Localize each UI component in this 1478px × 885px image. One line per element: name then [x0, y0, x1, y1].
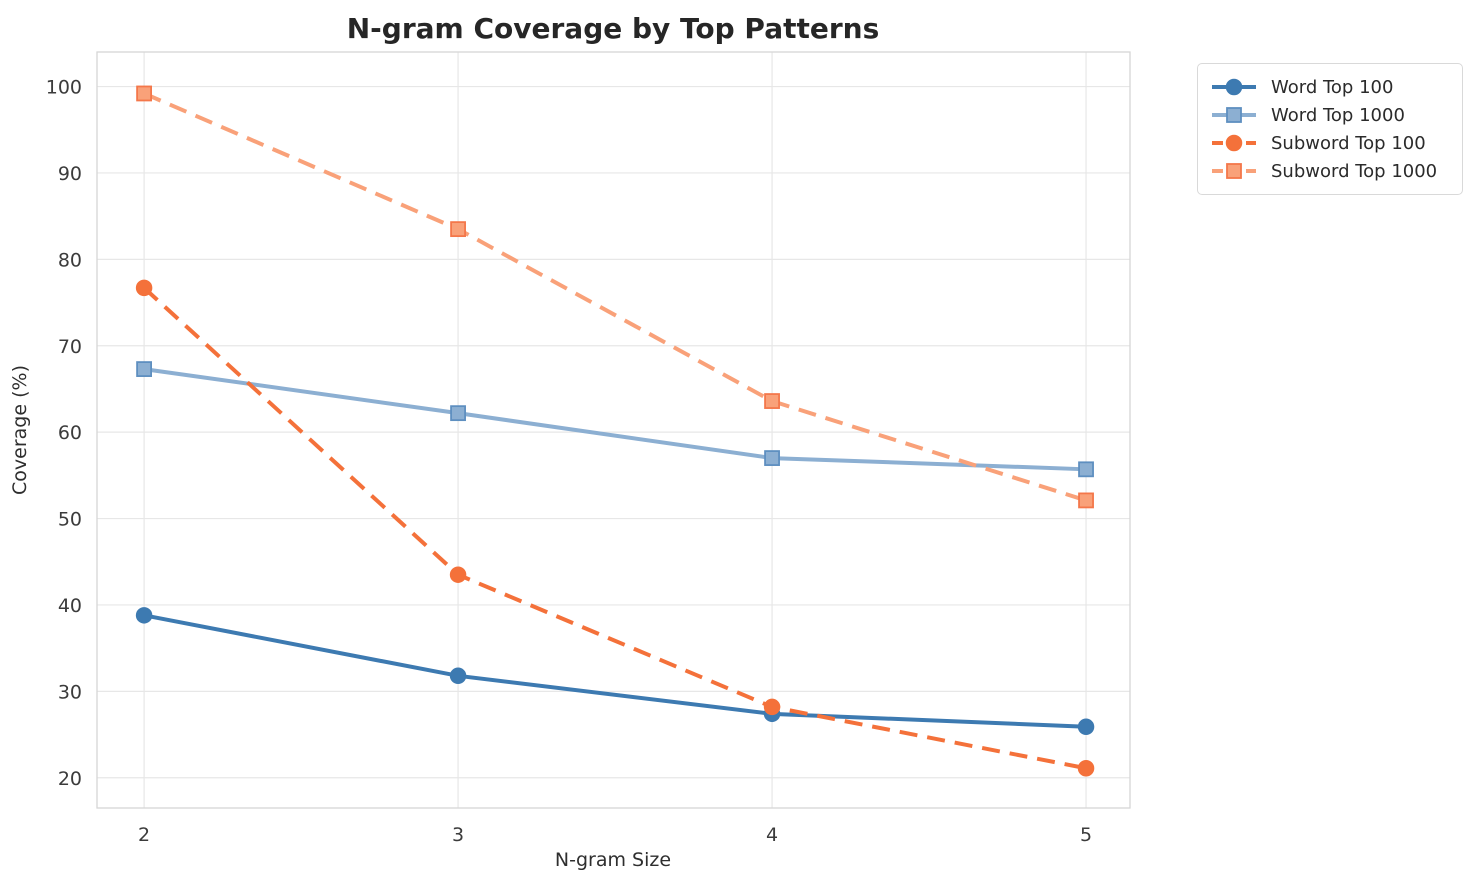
marker-subword-top-1000-x4	[764, 393, 780, 409]
marker-word-top-1000-x5	[1078, 461, 1094, 478]
series-layer	[135, 85, 1095, 777]
marker-subword-top-100-x3	[449, 566, 467, 583]
y-tick-label-50: 50	[58, 509, 82, 531]
legend-sample-subword-top-1000-icon	[1212, 163, 1256, 179]
marker-subword-top-100-x5	[1077, 760, 1095, 777]
y-tick-label-60: 60	[58, 422, 82, 444]
legend-sample-marker	[1225, 78, 1243, 96]
series-line-subword-top-1000	[143, 91, 1087, 503]
marker-subword-top-1000-x5	[1078, 492, 1094, 509]
legend-label: Subword Top 1000	[1271, 160, 1438, 182]
y-tick-label-40: 40	[58, 595, 82, 617]
x-tick-label-3: 3	[452, 824, 464, 846]
x-tick-label-2: 2	[138, 824, 150, 846]
legend-sample-subword-top-100-icon	[1212, 134, 1256, 152]
x-tick-label-5: 5	[1080, 824, 1092, 846]
y-tick-label-20: 20	[58, 768, 82, 790]
y-tick-label-80: 80	[58, 249, 82, 271]
legend-sample-marker	[1226, 163, 1242, 179]
grid-layer	[97, 52, 1130, 808]
series-line-word-top-100	[143, 613, 1087, 729]
legend-entry-subword-top-100: Subword Top 100	[1210, 129, 1448, 157]
legend-sample-marker	[1226, 107, 1242, 123]
y-tick-label-90: 90	[58, 163, 82, 185]
tick-layer: 20 30 40 50 60 70 80 90 100 2 3 4 5	[46, 77, 1092, 846]
marker-word-top-1000-x3	[450, 405, 466, 422]
marker-word-top-100-x3	[449, 667, 467, 685]
marker-word-top-1000-x4	[764, 450, 780, 466]
legend-entry-subword-top-1000: Subword Top 1000	[1210, 157, 1448, 185]
marker-subword-top-1000-x2	[136, 85, 152, 102]
legend-label: Word Top 100	[1271, 76, 1394, 98]
marker-word-top-1000-x2	[136, 361, 152, 377]
legend-entry-word-top-1000: Word Top 1000	[1210, 101, 1448, 129]
y-tick-label-30: 30	[58, 681, 82, 703]
series-line-word-top-1000	[143, 367, 1087, 472]
series-line-subword-top-100	[142, 286, 1087, 771]
y-tick-label-70: 70	[58, 336, 82, 358]
legend-sample-marker	[1225, 134, 1243, 152]
legend-label: Word Top 1000	[1271, 104, 1405, 126]
marker-subword-top-100-x2	[135, 279, 153, 297]
legend: Word Top 100 Word Top 1000 Subword Top 100…	[1197, 63, 1463, 195]
x-axis-label: N-gram Size	[555, 849, 671, 871]
y-tick-label-100: 100	[46, 77, 82, 99]
marker-word-top-100-x5	[1077, 718, 1095, 736]
x-tick-label-4: 4	[766, 824, 778, 846]
legend-sample-word-top-100-icon	[1212, 78, 1256, 96]
legend-entry-word-top-100: Word Top 100	[1210, 73, 1448, 101]
legend-sample-word-top-1000-icon	[1212, 107, 1256, 123]
legend-label: Subword Top 100	[1271, 132, 1426, 154]
chart-title: N-gram Coverage by Top Patterns	[347, 12, 880, 45]
y-axis-label: Coverage (%)	[9, 365, 31, 495]
marker-word-top-100-x2	[135, 607, 153, 624]
marker-subword-top-100-x4	[763, 698, 781, 716]
marker-subword-top-1000-x3	[450, 221, 466, 238]
plot-border	[96, 51, 1131, 809]
